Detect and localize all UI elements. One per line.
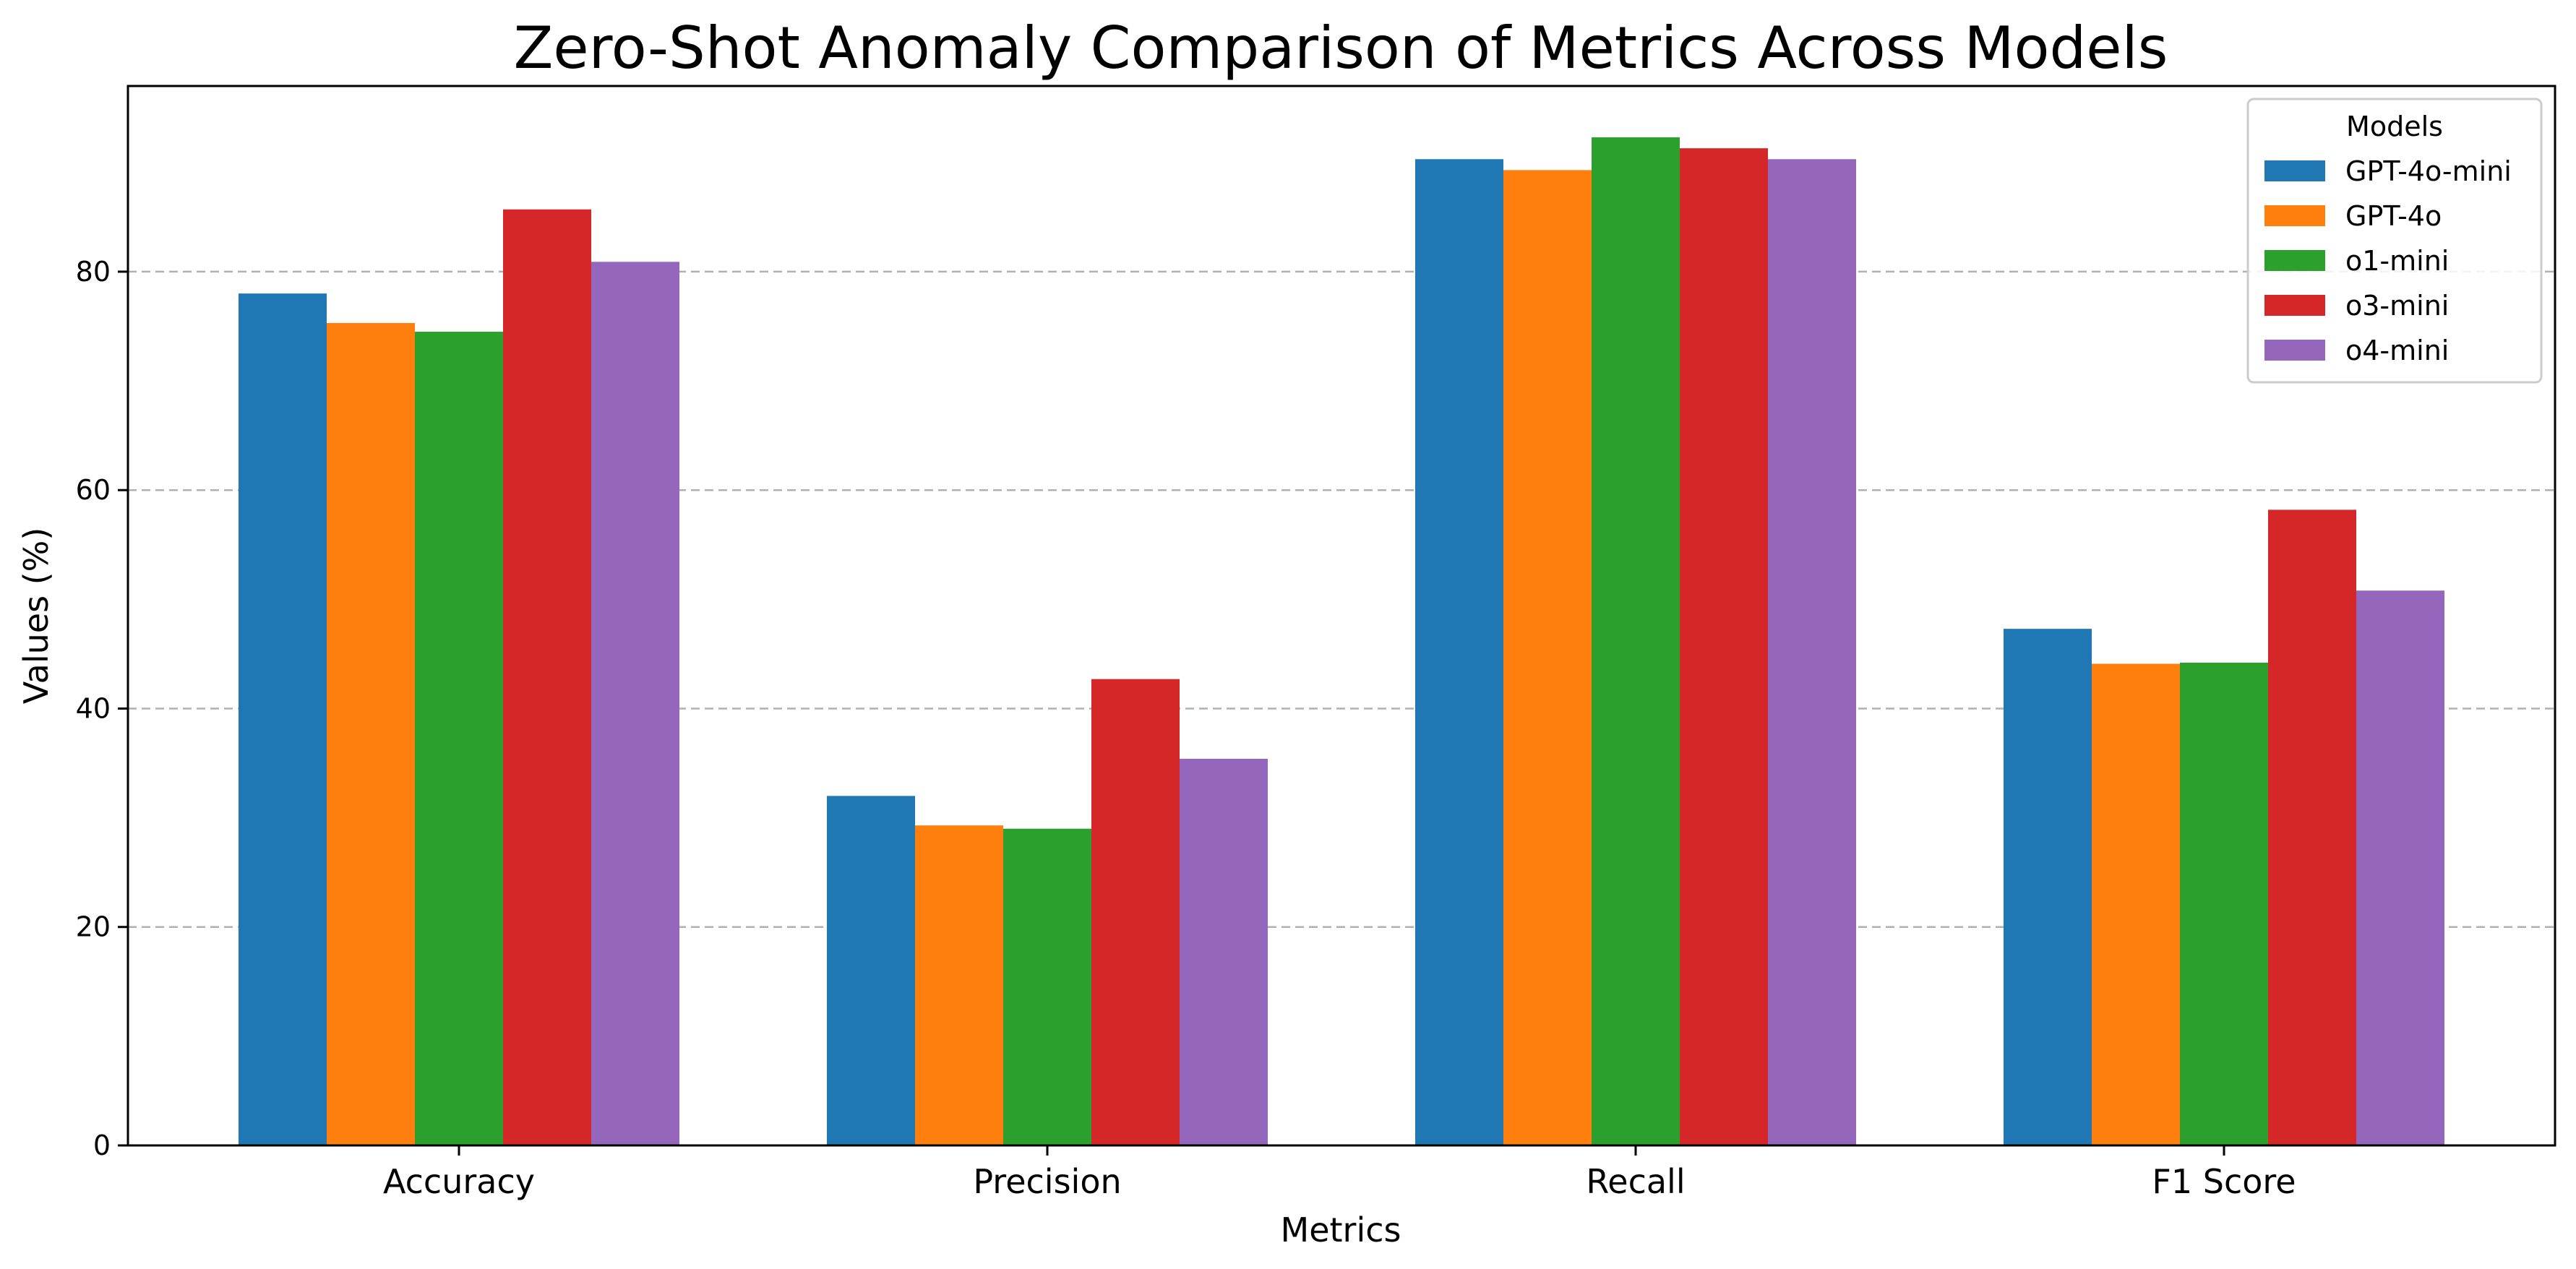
y-axis-label: Values (%) [17, 528, 56, 705]
x-axis: Accuracy Precision Recall F1 Score [383, 1145, 2296, 1201]
bar-o1-mini-recall [1592, 137, 1680, 1146]
legend-swatch [2264, 205, 2325, 226]
y-tick-label: 80 [76, 256, 111, 288]
bar-o1-mini-f1-score [2180, 662, 2268, 1145]
legend-label: GPT-4o [2345, 200, 2442, 232]
bar-o3-mini-recall [1680, 148, 1768, 1146]
bar-gpt-4o-precision [915, 825, 1003, 1145]
bar-o4-mini-precision [1180, 758, 1268, 1145]
legend-swatch [2264, 250, 2325, 271]
legend-swatch [2264, 340, 2325, 361]
bar-o3-mini-f1-score [2268, 509, 2356, 1145]
chart-title: Zero-Shot Anomaly Comparison of Metrics … [514, 14, 2168, 82]
legend-label: GPT-4o-mini [2345, 155, 2512, 187]
legend-swatch [2264, 160, 2325, 181]
y-tick-label: 0 [93, 1130, 111, 1161]
bar-o4-mini-recall [1768, 159, 1856, 1146]
bar-o1-mini-precision [1003, 828, 1091, 1145]
x-tick-label: Recall [1586, 1162, 1685, 1201]
legend: Models GPT-4o-mini GPT-4o o1-mini o3-mini o4… [2246, 98, 2543, 384]
legend-label: o3-mini [2345, 290, 2449, 322]
legend-label: o4-mini [2345, 335, 2449, 366]
bar-o1-mini-accuracy [415, 332, 503, 1146]
bars [239, 137, 2444, 1146]
plot-frame [126, 85, 2556, 1147]
bar-gpt-4o-f1-score [2092, 663, 2180, 1145]
y-tick-label: 60 [76, 474, 111, 506]
bar-o4-mini-accuracy [591, 262, 679, 1145]
y-tick-label: 40 [76, 692, 111, 724]
bar-o3-mini-accuracy [503, 209, 591, 1145]
legend-swatch [2264, 295, 2325, 316]
y-tick-label: 20 [76, 911, 111, 943]
x-axis-label: Metrics [1281, 1210, 1401, 1249]
x-tick-label: Accuracy [383, 1162, 535, 1201]
bar-gpt-4o-accuracy [327, 322, 415, 1145]
x-tick-label: Precision [973, 1162, 1121, 1201]
bar-o3-mini-precision [1091, 679, 1180, 1145]
bar-gpt-4o-mini-precision [827, 796, 915, 1145]
x-tick-label: F1 Score [2152, 1162, 2296, 1201]
legend-title: Models [2346, 111, 2443, 142]
bar-o4-mini-f1-score [2356, 590, 2444, 1145]
bar-gpt-4o-mini-f1-score [2004, 629, 2092, 1145]
bar-gpt-4o-recall [1503, 170, 1592, 1146]
bar-gpt-4o-mini-recall [1415, 159, 1503, 1146]
legend-label: o1-mini [2345, 245, 2449, 277]
y-axis: 0 20 40 60 80 [76, 256, 128, 1161]
bar-gpt-4o-mini-accuracy [239, 293, 327, 1145]
